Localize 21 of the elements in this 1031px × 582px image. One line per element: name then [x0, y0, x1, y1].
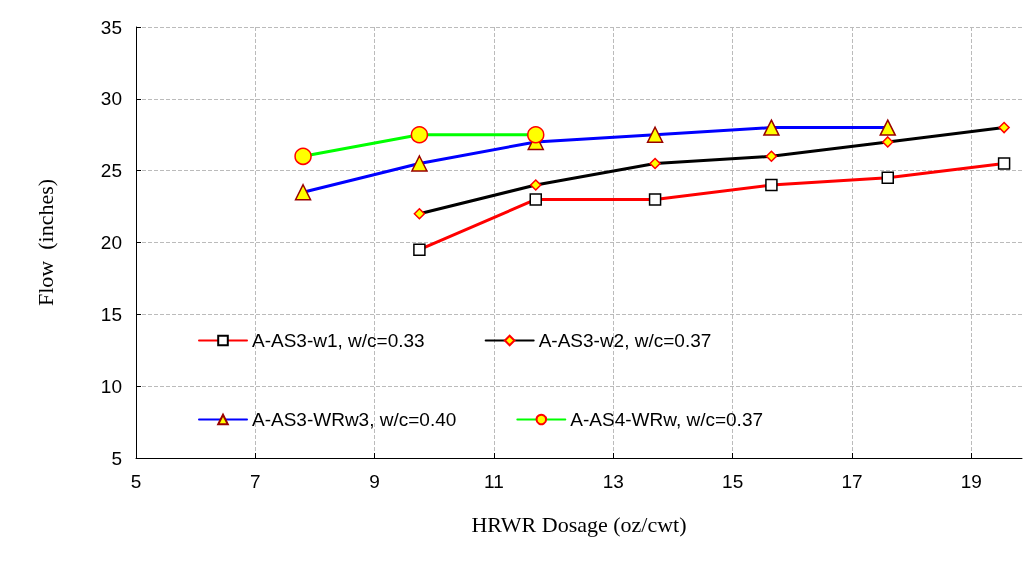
x-tick-label: 5	[130, 471, 142, 492]
y-tick-label: 35	[100, 16, 122, 38]
legend-label: A-AS3-w1, w/c=0.33	[252, 330, 425, 351]
x-axis-title: HRWR Dosage (oz/cwt)	[471, 511, 687, 537]
x-tick-label: 15	[722, 471, 744, 492]
legend-label: A-AS3-WRw3, w/c=0.40	[252, 409, 457, 430]
y-tick-label: 5	[111, 447, 122, 469]
x-tick-label: 19	[960, 471, 982, 492]
x-tick-label: 13	[602, 471, 624, 492]
x-tick-label: 9	[369, 471, 380, 492]
legend-label: A-AS4-WRw, w/c=0.37	[570, 409, 764, 430]
y-tick-label: 15	[100, 303, 122, 325]
legend-label: A-AS3-w2, w/c=0.37	[538, 330, 712, 351]
x-tick-label: 17	[841, 471, 863, 492]
x-tick-label: 7	[250, 471, 261, 492]
y-tick-label: 25	[100, 160, 122, 182]
y-axis-title: Flow (inches)	[32, 178, 58, 307]
y-tick-label: 20	[100, 232, 122, 253]
y-tick-label: 30	[100, 88, 122, 110]
x-tick-label: 11	[484, 471, 504, 492]
y-tick-label: 10	[100, 375, 122, 397]
